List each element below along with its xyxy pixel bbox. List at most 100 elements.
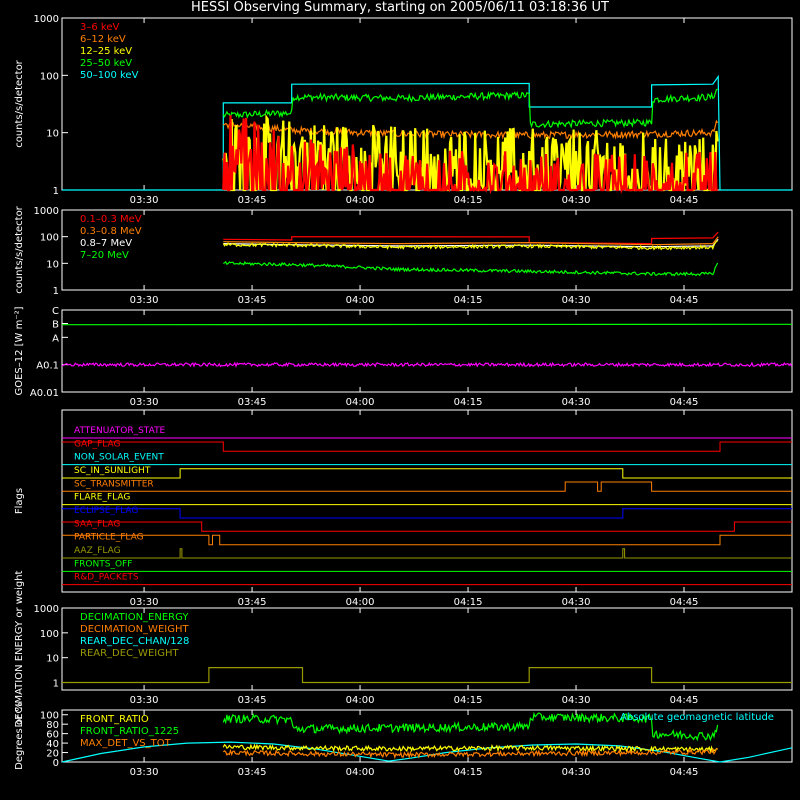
x-tick-label-ratio-5: 04:45 [670, 767, 699, 778]
x-tick-label-lowe-4: 04:30 [562, 195, 591, 206]
y-tick-label-decim-3: 1000 [34, 604, 59, 615]
series-line-goes-1 [61, 361, 793, 368]
series-line-ratio-1 [222, 711, 719, 742]
series-line-lowe-1 [222, 88, 718, 129]
legend-item-highe-3: 7–20 MeV [80, 250, 129, 261]
x-tick-label-decim-5: 04:45 [670, 695, 699, 706]
series-line-decim-0 [62, 667, 792, 684]
y-axis-label-ratio: Degrees or % [14, 702, 25, 770]
x-tick-label-decim-3: 04:15 [454, 695, 483, 706]
y-tick-label-ratio-1: 20 [46, 749, 59, 760]
x-tick-label-goes-4: 04:30 [562, 397, 591, 408]
chart-title: HESSI Observing Summary, starting on 200… [191, 0, 609, 15]
x-tick-label-lowe-3: 04:15 [454, 195, 483, 206]
x-tick-label-lowe-5: 04:45 [670, 195, 699, 206]
x-tick-label-goes-2: 04:00 [346, 397, 375, 408]
y-tick-label-lowe-1: 10 [46, 129, 59, 140]
series-line-lowe-4 [222, 115, 718, 195]
legend-item-decim-2: REAR_DEC_CHAN/128 [80, 636, 189, 647]
x-tick-label-ratio-1: 03:45 [238, 767, 267, 778]
y-axis-label-decim: DECIMATION ENERGY or weight [14, 570, 25, 727]
legend-item-lowe-3: 25–50 keV [80, 58, 132, 69]
x-tick-label-flags-4: 04:30 [562, 597, 591, 608]
x-tick-label-flags-1: 03:45 [238, 597, 267, 608]
flag-label-4: SC_TRANSMITTER [74, 479, 154, 489]
y-tick-label-goes-4: C [52, 306, 59, 317]
x-tick-label-ratio-2: 04:00 [346, 767, 375, 778]
series-line-ratio-0 [61, 741, 793, 763]
y-tick-label-goes-0: A0.01 [30, 388, 59, 399]
legend-item-ratio-1: FRONT_RATIO_1225 [80, 726, 179, 737]
y-tick-label-lowe-3: 1000 [34, 14, 59, 25]
x-tick-label-goes-5: 04:45 [670, 397, 699, 408]
y-axis-label-goes: GOES–12 [W m⁻²] [14, 306, 25, 395]
legend-item-decim-1: DECIMATION_WEIGHT [80, 624, 189, 635]
flag-line-9 [62, 548, 792, 559]
x-tick-label-goes-1: 03:45 [238, 397, 267, 408]
legend-item-ratio-0: FRONT_RATIO [80, 714, 149, 725]
flag-label-8: PARTICLE_FLAG [74, 533, 144, 543]
x-tick-label-highe-3: 04:15 [454, 295, 483, 306]
annotation-ratio: Absolute geomagnetic latitude [620, 712, 774, 723]
flag-label-5: FLARE_FLAG [74, 493, 130, 503]
legend-item-ratio-2: MAX_DET_VS_TOT [80, 738, 172, 749]
y-tick-label-lowe-0: 1 [53, 186, 59, 197]
flag-label-1: GAP_FLAG [74, 439, 120, 449]
legend-item-lowe-0: 3–6 keV [80, 22, 119, 33]
series-line-lowe-2 [223, 119, 719, 140]
legend-item-highe-2: 0.8–7 MeV [80, 238, 132, 249]
y-tick-label-goes-1: A0.1 [36, 361, 59, 372]
series-line-ratio-3 [222, 747, 718, 760]
y-tick-label-goes-2: A [52, 333, 59, 344]
panel-frame-flags [61, 409, 793, 593]
y-tick-label-lowe-2: 100 [40, 71, 59, 82]
series-line-highe-3 [222, 240, 718, 251]
series-line-highe-4 [223, 260, 719, 277]
panel-frame-goes [61, 309, 793, 393]
x-tick-label-goes-3: 04:15 [454, 397, 483, 408]
y-tick-label-highe-2: 100 [40, 233, 59, 244]
flag-label-3: SC_IN_SUNLIGHT [74, 466, 151, 476]
flag-line-6 [62, 508, 792, 519]
flag-line-7 [62, 521, 792, 532]
legend-item-decim-0: DECIMATION_ENERGY [80, 612, 189, 623]
y-tick-label-ratio-5: 100 [40, 711, 59, 722]
x-tick-label-ratio-3: 04:15 [454, 767, 483, 778]
legend-item-decim-3: REAR_DEC_WEIGHT [80, 648, 179, 659]
x-tick-label-highe-0: 03:30 [130, 295, 159, 306]
flag-label-7: SAA_FLAG [74, 519, 120, 529]
x-tick-label-decim-4: 04:30 [562, 695, 591, 706]
y-tick-label-decim-1: 10 [46, 654, 59, 665]
x-tick-label-highe-1: 03:45 [238, 295, 267, 306]
series-line-ratio-2 [222, 743, 718, 754]
x-tick-label-goes-0: 03:30 [130, 397, 159, 408]
x-tick-label-decim-2: 04:00 [346, 695, 375, 706]
panel-frame-highe [61, 209, 793, 291]
y-tick-label-ratio-0: 0 [53, 758, 59, 769]
y-axis-label-lowe: counts/s/detector [14, 59, 25, 147]
x-tick-label-flags-0: 03:30 [130, 597, 159, 608]
y-axis-label-highe: counts/s/detector [14, 205, 25, 293]
x-tick-label-highe-2: 04:00 [346, 295, 375, 306]
x-tick-label-flags-5: 04:45 [670, 597, 699, 608]
y-tick-label-ratio-3: 60 [46, 730, 59, 741]
y-tick-label-highe-0: 1 [53, 286, 59, 297]
panel-frame-decim [61, 607, 793, 691]
x-tick-label-decim-1: 03:45 [238, 695, 267, 706]
flag-line-4 [62, 481, 792, 492]
flag-label-11: R&D_PACKETS [74, 573, 139, 583]
x-tick-label-flags-2: 04:00 [346, 597, 375, 608]
x-tick-label-flags-3: 04:15 [454, 597, 483, 608]
flag-line-1 [62, 441, 792, 452]
x-tick-label-highe-5: 04:45 [670, 295, 699, 306]
legend-item-lowe-1: 6–12 keV [80, 34, 126, 45]
x-tick-label-ratio-4: 04:30 [562, 767, 591, 778]
x-tick-label-highe-4: 04:30 [562, 295, 591, 306]
x-tick-label-lowe-2: 04:00 [346, 195, 375, 206]
legend-item-lowe-2: 12–25 keV [80, 46, 132, 57]
y-tick-label-decim-2: 100 [40, 629, 59, 640]
y-axis-label-flags: Flags [14, 488, 25, 514]
flag-line-3 [62, 468, 792, 479]
flag-label-9: AAZ_FLAG [74, 546, 121, 556]
